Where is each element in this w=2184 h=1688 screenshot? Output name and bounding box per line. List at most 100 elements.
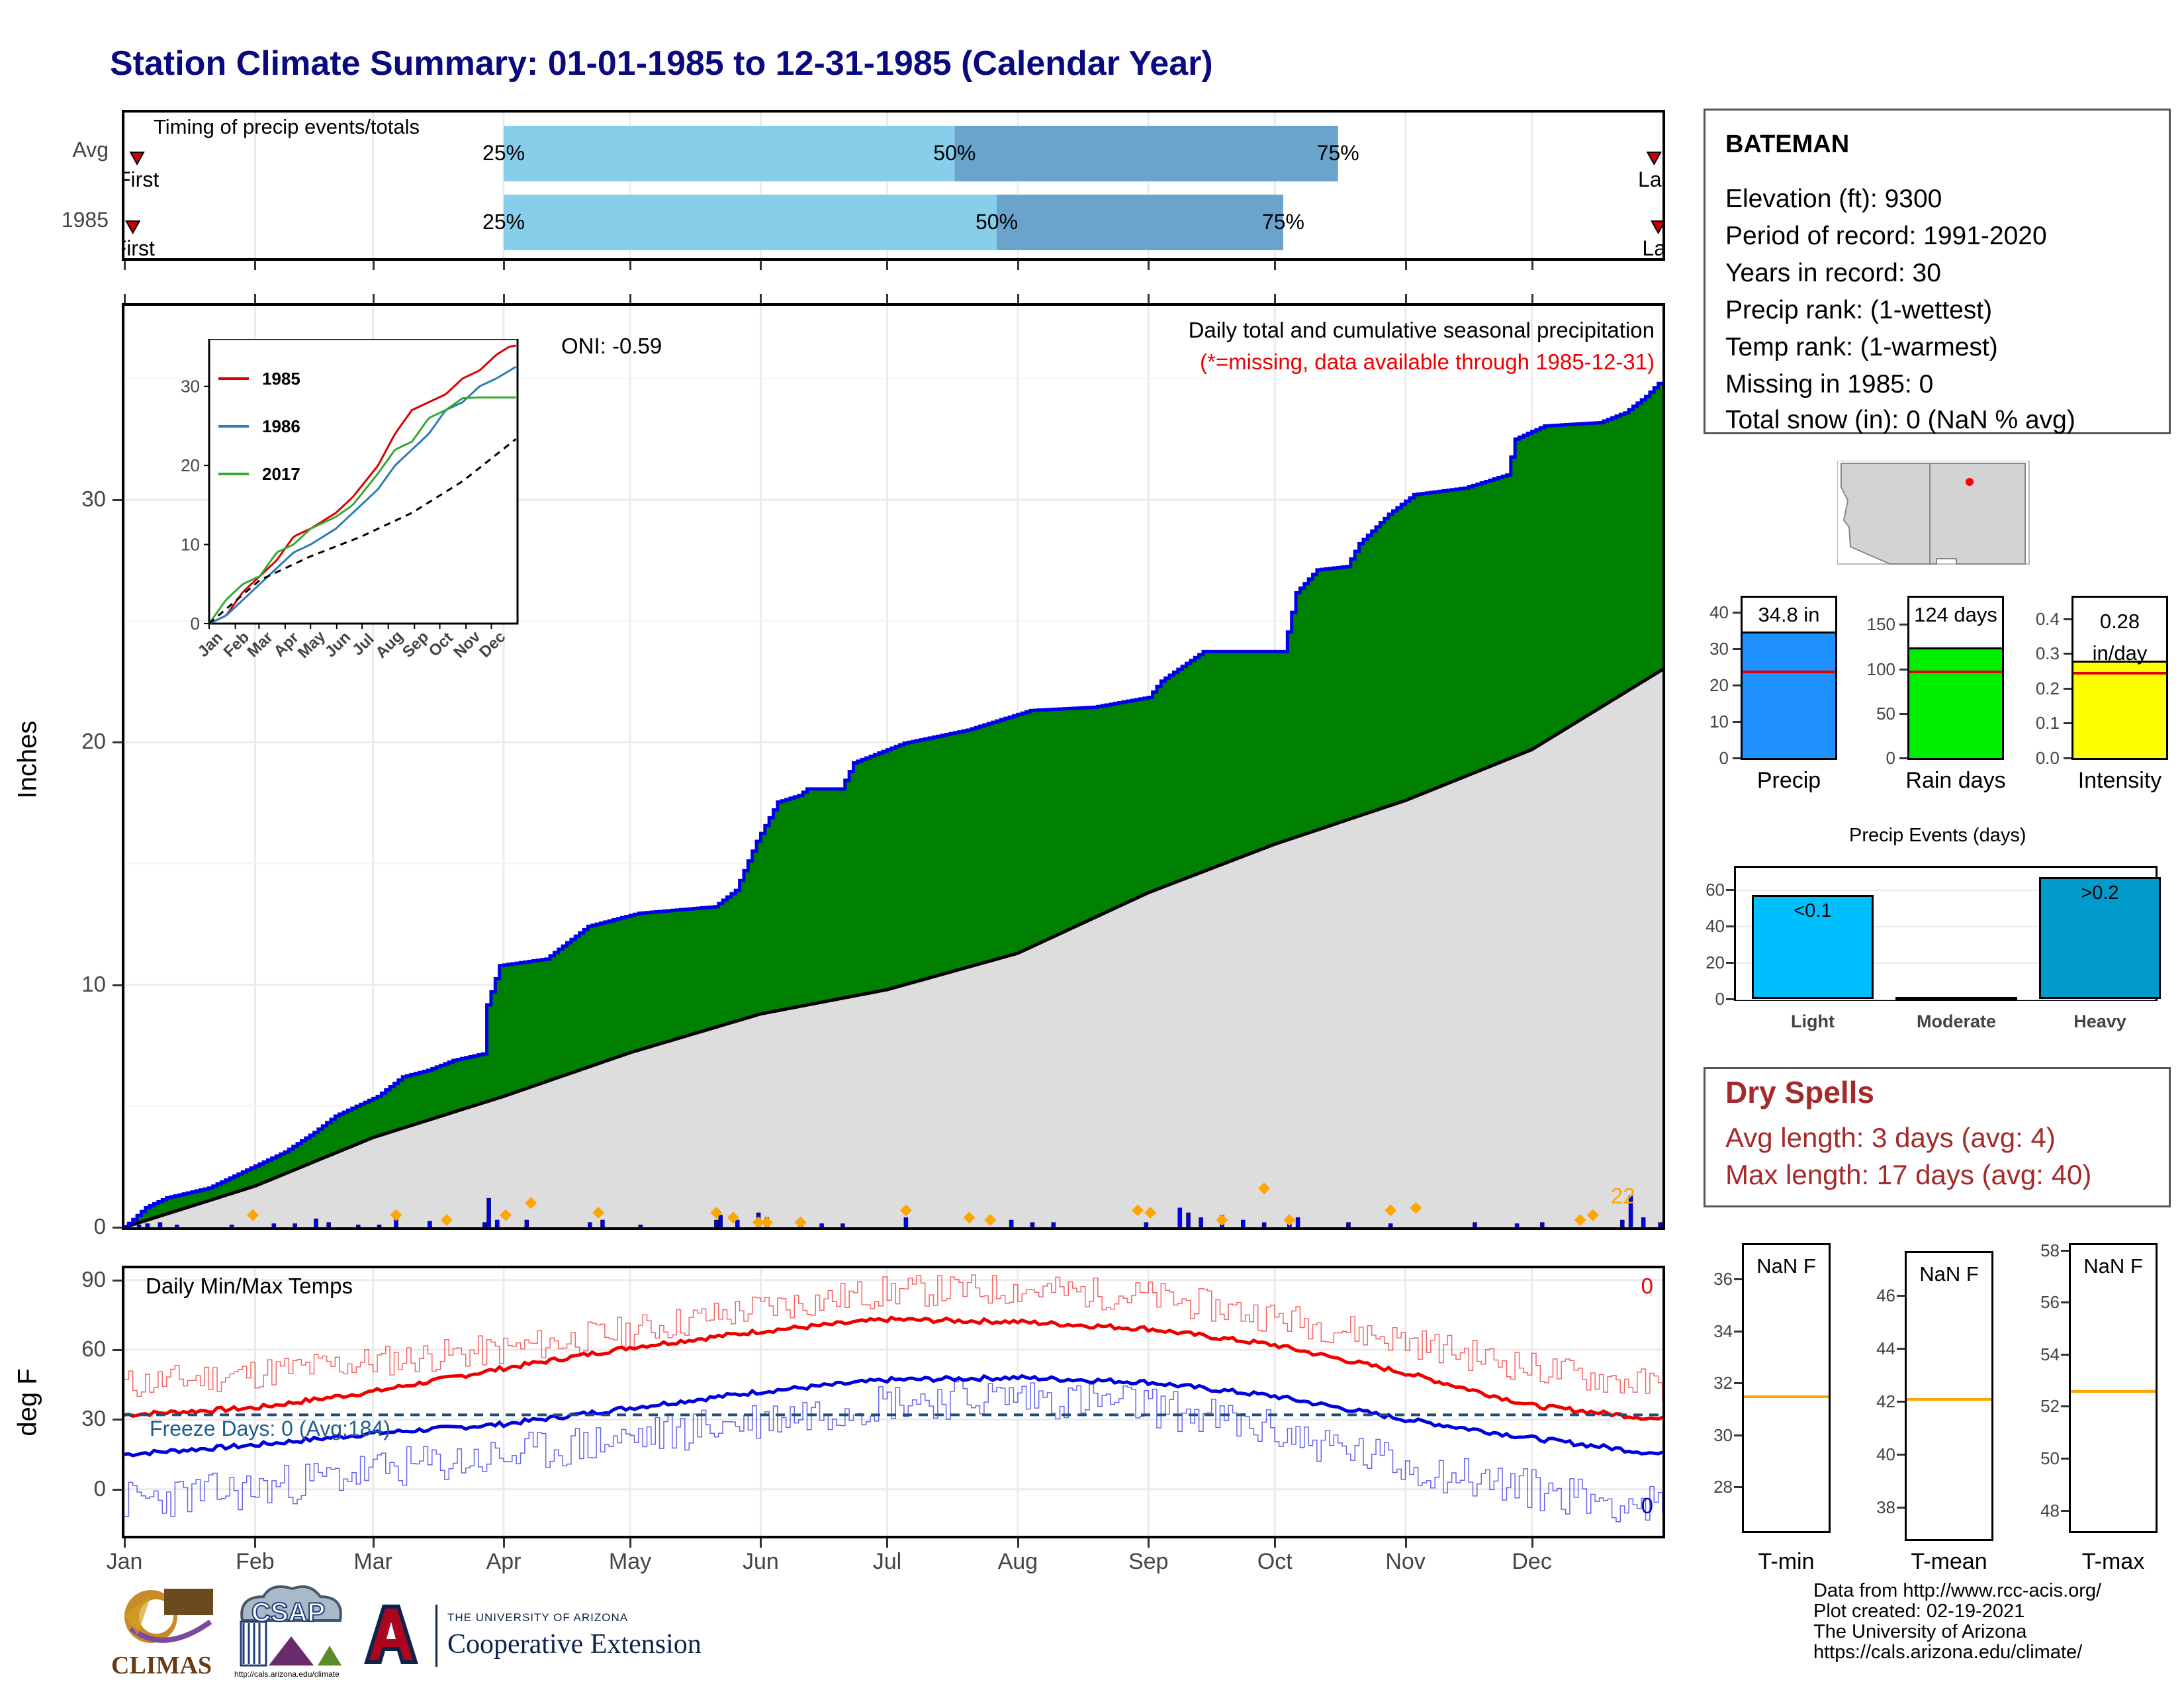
daily-precip-bar — [600, 1219, 605, 1227]
daily-precip-bar — [735, 1219, 740, 1227]
timing-month-tick — [124, 261, 126, 270]
events-bar-label: >0.2 — [2081, 882, 2119, 904]
inset-x-tick-label: May — [295, 627, 330, 662]
dry-spells-avg: Avg length: 3 days (avg: 4) — [1725, 1122, 2056, 1153]
temp-y-tick — [113, 1279, 122, 1282]
summary-y-tick-label: 0 — [1886, 748, 1895, 768]
timing-month-tick — [886, 261, 889, 270]
heavy-event-markers — [247, 1182, 1599, 1227]
precip-month-tick — [1531, 294, 1533, 303]
timing-rows: 25% 50% 75% First Last 25% 50% 75% First Last — [124, 126, 1662, 258]
timing-bar-q25-q50 — [504, 195, 997, 250]
credit-line-3: The University of Arizona — [1813, 1621, 2027, 1642]
temp-y-tick — [113, 1419, 122, 1421]
heavy-event-marker — [752, 1216, 765, 1227]
temp-panel: Daily Min/Max Temps Freeze Days: 0 (Avg:… — [122, 1266, 1665, 1538]
missing-note: (*=missing, data available through 1985-… — [1199, 350, 1655, 374]
timing-month-tick — [1148, 261, 1150, 270]
temp-bar-y-tick — [1897, 1295, 1905, 1297]
daily-precip-bar — [486, 1197, 491, 1227]
temp-y-label: deg F — [13, 1368, 42, 1436]
daily-precip-bar — [1051, 1222, 1056, 1227]
daily-precip-bar — [355, 1225, 361, 1227]
temp-bar-y-tick-label: 30 — [1713, 1425, 1733, 1445]
summary-bar-frame: 0.28 in/day — [2071, 596, 2168, 760]
daily-precip-bar — [158, 1222, 163, 1227]
temp-bar-frame: NaN F — [2069, 1243, 2158, 1533]
temp-bar-frame: NaN F — [1742, 1243, 1831, 1533]
temp-bar-y-tick-label: 56 — [2040, 1292, 2060, 1313]
station-precip-rank: Precip rank: (1-wettest) — [1725, 296, 1993, 324]
heavy-event-marker — [963, 1211, 976, 1224]
month-tick-label: Nov — [1385, 1549, 1426, 1574]
summary-value-label: 0.28 — [2099, 610, 2140, 633]
daily-precip-bar — [1261, 1222, 1267, 1227]
month-tick — [1148, 1538, 1150, 1548]
events-grid-line — [1736, 962, 2156, 964]
inset-series-line-1986 — [208, 365, 517, 625]
timing-q50-label: 50% — [933, 141, 976, 165]
temp-y-tick — [113, 1488, 122, 1491]
daily-precip-bar — [1346, 1222, 1351, 1227]
heavy-event-marker — [1258, 1182, 1271, 1195]
inset-x-tick-label: Dec — [476, 628, 509, 661]
timing-month-tick — [1531, 261, 1533, 270]
max-count-label: 0 — [1641, 1274, 1653, 1298]
summary-y-tick — [1899, 757, 1907, 759]
summary-y-tick — [2064, 687, 2071, 690]
temp-bar-frame: NaN F — [1905, 1251, 1993, 1541]
daily-precip-bar — [145, 1223, 150, 1227]
summary-y-tick-label: 20 — [1709, 675, 1729, 695]
oni-label: ONI: -0.59 — [561, 334, 662, 358]
precip-month-tick — [124, 294, 126, 303]
daily-precip-bar — [1030, 1222, 1035, 1227]
timing-first-label: First — [124, 167, 159, 191]
timing-last-marker — [1650, 220, 1662, 235]
daily-precip-bar — [314, 1218, 318, 1227]
temp-y-tick-label: 30 — [81, 1406, 106, 1431]
precip-month-tick — [1148, 294, 1150, 303]
daily-precip-bar — [524, 1219, 529, 1227]
timing-last-marker — [1646, 152, 1662, 166]
csap-logo-graphic — [240, 1585, 342, 1667]
summary-y-tick-label: 50 — [1876, 703, 1895, 724]
daily-precip-bar — [175, 1225, 179, 1227]
ua-a-icon — [364, 1605, 418, 1664]
timing-month-tick — [1017, 261, 1019, 270]
temp-avg-line — [1907, 1398, 1991, 1401]
temp-bar-y-tick-label: 48 — [2040, 1500, 2060, 1521]
timing-last-label: Last — [1642, 236, 1662, 258]
summary-y-tick — [2064, 722, 2071, 725]
summary-value-label: 34.8 in — [1758, 603, 1820, 626]
month-tick-label: Feb — [236, 1549, 275, 1574]
daily-precip-bar — [1473, 1222, 1477, 1227]
temp-bar-value-label: NaN F — [1919, 1262, 1979, 1286]
summary-bar-label: Rain days — [1905, 768, 2006, 793]
summary-y-tick-label: 0.1 — [2035, 713, 2060, 733]
daily-precip-bar — [326, 1222, 331, 1227]
inset-legend-label: 1985 — [262, 369, 300, 389]
events-grid-line — [1736, 890, 2156, 891]
daily-precip-bar — [1540, 1222, 1545, 1227]
timing-q75-label: 75% — [1262, 210, 1304, 234]
month-tick-label: Mar — [353, 1549, 392, 1574]
summary-bar-label: Precip — [1756, 768, 1821, 793]
inset-y-tick-label: 20 — [181, 455, 200, 475]
summary-y-tick — [1733, 721, 1741, 723]
events-bar-label: <0.1 — [1794, 900, 1832, 922]
inset-legend-label: 1986 — [262, 416, 300, 436]
credits: Data from http://www.rcc-acis.org/ Plot … — [1813, 1581, 2101, 1663]
temp-bar-y-tick — [2061, 1249, 2069, 1252]
month-tick — [1531, 1538, 1533, 1548]
credit-line-1: Data from http://www.rcc-acis.org/ — [1813, 1580, 2102, 1601]
daily-precip-bar — [136, 1225, 142, 1227]
station-elevation: Elevation (ft): 9300 — [1725, 185, 1942, 213]
daily-precip-bar — [1144, 1222, 1149, 1227]
events-x-tick-label: Heavy — [2073, 1011, 2126, 1031]
ua-line2: Cooperative Extension — [447, 1629, 702, 1660]
precip-month-tick — [886, 294, 889, 303]
inset-x-tick-label: Apr — [271, 629, 302, 661]
avg-max-temp-line — [124, 1315, 1662, 1421]
heavy-event-marker — [1385, 1204, 1397, 1217]
summary-y-tick-label: 0.4 — [2035, 608, 2060, 629]
